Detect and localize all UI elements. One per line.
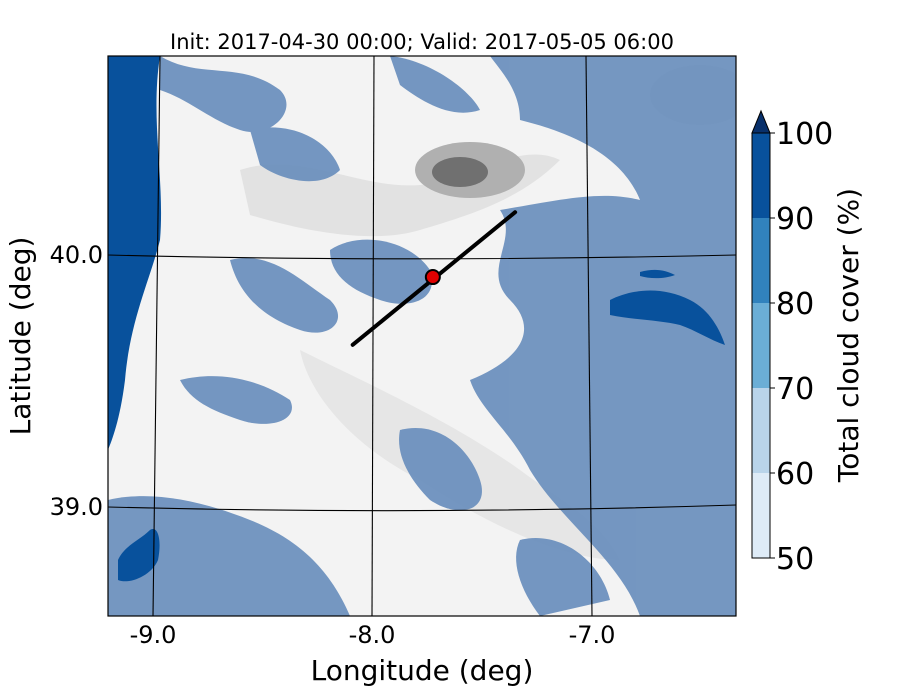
colorbar-tick-label: 100 — [776, 117, 833, 152]
colorbar-bin — [752, 473, 770, 558]
x-tick-label: -8.0 — [349, 621, 396, 649]
terrain-peak — [432, 157, 488, 187]
y-tick-label: 40.0 — [50, 241, 103, 269]
cloud-cover-layer — [108, 56, 736, 616]
colorbar-label: Total cloud cover (%) — [832, 188, 865, 483]
y-tick-label: 39.0 — [50, 493, 103, 521]
colorbar-extend-arrow — [751, 109, 771, 134]
colorbar-frame — [751, 132, 771, 559]
colorbar-bin — [752, 133, 770, 218]
colorbar-tick-label: 90 — [776, 202, 814, 237]
colorbar: 50 60 70 80 90 100 — [751, 109, 833, 577]
x-tick-label: -9.0 — [130, 621, 177, 649]
colorbar-tick-label: 50 — [776, 542, 814, 577]
y-axis-label: Latitude (deg) — [4, 237, 37, 436]
map-area — [108, 56, 736, 616]
graticule — [108, 56, 736, 616]
colorbar-tick-label: 60 — [776, 457, 814, 492]
x-axis-label: Longitude (deg) — [311, 654, 534, 687]
location-marker — [424, 269, 441, 286]
x-tick-label: -7.0 — [569, 621, 616, 649]
colorbar-tick-label: 80 — [776, 287, 814, 322]
map-frame — [107, 55, 737, 617]
map-title: Init: 2017-04-30 00:00; Valid: 2017-05-0… — [170, 30, 674, 54]
colorbar-bin — [752, 303, 770, 388]
colorbar-bin — [752, 218, 770, 303]
dense-cloud-layer — [108, 56, 725, 582]
colorbar-bin — [752, 388, 770, 473]
colorbar-tick-label: 70 — [776, 372, 814, 407]
